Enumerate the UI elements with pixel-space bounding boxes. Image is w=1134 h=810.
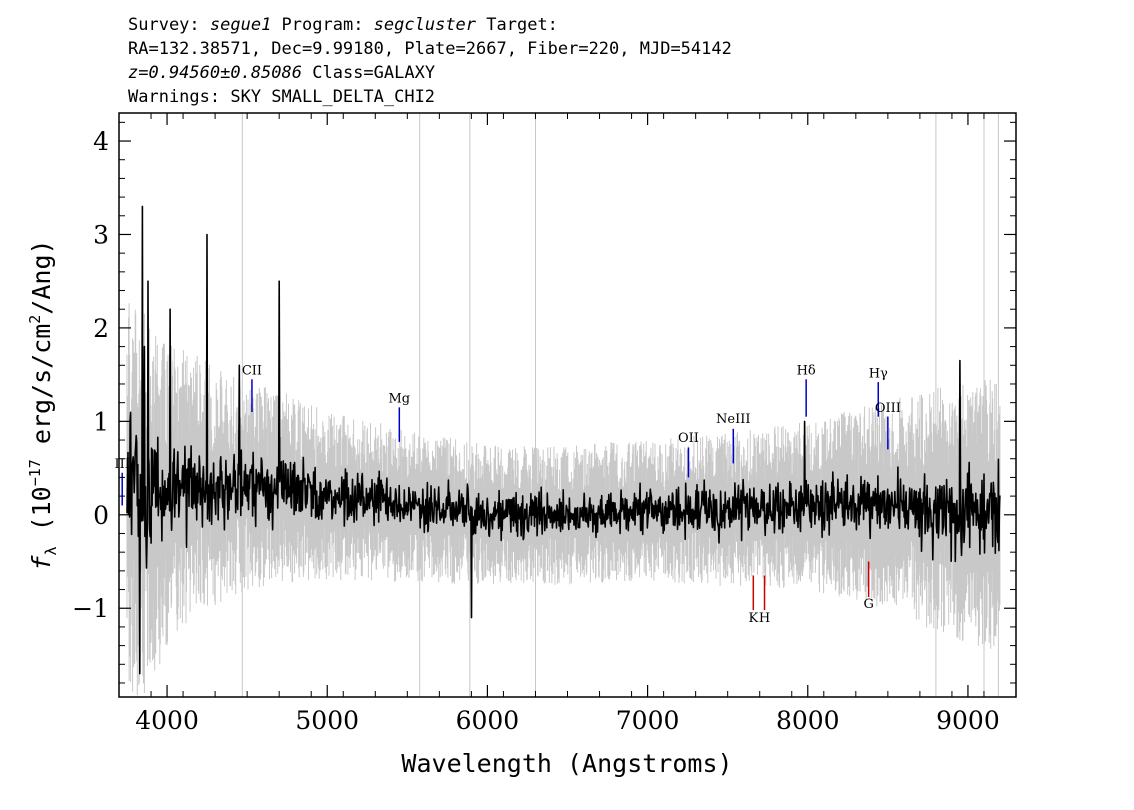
- annotation-label: OIII: [875, 401, 901, 416]
- plot-area: [126, 113, 1001, 697]
- y-tick-label: 0: [93, 501, 109, 530]
- y-tick-label: −1: [72, 594, 109, 623]
- x-tick-label: 5000: [295, 706, 359, 735]
- y-axis-label-post: /Ang): [27, 239, 56, 314]
- annotation-9: H: [759, 575, 770, 626]
- annotation-label: Mg: [388, 392, 410, 407]
- header-survey-prefix: Survey:: [128, 15, 210, 35]
- annotation-label: III: [115, 457, 130, 472]
- y-tick-label: 3: [93, 220, 109, 249]
- header-line-1: Survey: segue1 Program: segcluster Targe…: [128, 15, 558, 35]
- axis-ticks: 4000 5000 6000 7000 8000 9000 −1 0 1 2 3 4: [72, 113, 1017, 735]
- y-axis-label-group: fλ (10−17 erg/s/cm2/Ang): [26, 239, 60, 570]
- header-line-3: z=0.94560±0.85086 Class=GALAXY: [128, 63, 435, 83]
- header-program: segcluster: [374, 15, 477, 35]
- x-axis-label: Wavelength (Angstroms): [401, 749, 732, 778]
- annotation-label: Hγ: [869, 366, 888, 381]
- x-tick-label: 4000: [135, 706, 199, 735]
- header-warnings: Warnings: SKY SMALL_DELTA_CHI2: [128, 87, 435, 107]
- header-redshift: z=0.94560±0.85086: [128, 63, 302, 83]
- header-survey: segue1: [210, 15, 271, 35]
- annotation-label: CII: [242, 364, 262, 379]
- annotation-label: OII: [678, 431, 699, 446]
- y-axis-label-exp1: −17: [26, 459, 44, 486]
- x-tick-label: 8000: [776, 706, 840, 735]
- y-axis-label-f: f: [27, 555, 56, 571]
- header-line-2: RA=132.38571, Dec=9.99180, Plate=2667, F…: [128, 39, 732, 59]
- annotation-label: K: [748, 611, 758, 626]
- x-tick-label: 9000: [936, 706, 1000, 735]
- x-tick-label: 6000: [456, 706, 520, 735]
- header-program-prefix: Program:: [271, 15, 373, 35]
- annotation-3: NeIII: [716, 412, 751, 464]
- annotation-label: Hδ: [797, 364, 816, 379]
- y-axis-label-sub: λ: [42, 546, 60, 555]
- flux-spectrum-series: [126, 205, 1001, 675]
- annotation-2: OII: [678, 431, 699, 478]
- y-axis-label: fλ (10−17 erg/s/cm2/Ang): [26, 239, 60, 570]
- annotation-10: G: [863, 561, 874, 612]
- header-target: Target:: [476, 15, 558, 35]
- y-axis-label-pre: (10: [27, 486, 56, 546]
- y-tick-label: 2: [93, 314, 109, 343]
- annotation-6: OIII: [875, 401, 901, 450]
- annotation-4: Hδ: [797, 364, 816, 417]
- y-axis-label-mid: erg/s/cm: [27, 324, 56, 459]
- annotation-label: NeIII: [716, 412, 750, 427]
- annotation-8: K: [748, 575, 758, 626]
- y-tick-label: 4: [93, 127, 109, 156]
- y-axis-label-exp2: 2: [26, 315, 44, 324]
- annotation-label: G: [863, 597, 873, 612]
- line-annotations: CII Mg OII NeIII Hδ Hγ OIII III K H G: [115, 364, 901, 627]
- annotation-5: Hγ: [869, 366, 888, 417]
- annotation-0: CII: [242, 364, 262, 413]
- annotation-1: Mg: [388, 392, 410, 442]
- annotation-label: H: [759, 611, 770, 626]
- header-class: Class=GALAXY: [302, 63, 435, 83]
- x-tick-label: 7000: [616, 706, 680, 735]
- y-tick-label: 1: [93, 407, 109, 436]
